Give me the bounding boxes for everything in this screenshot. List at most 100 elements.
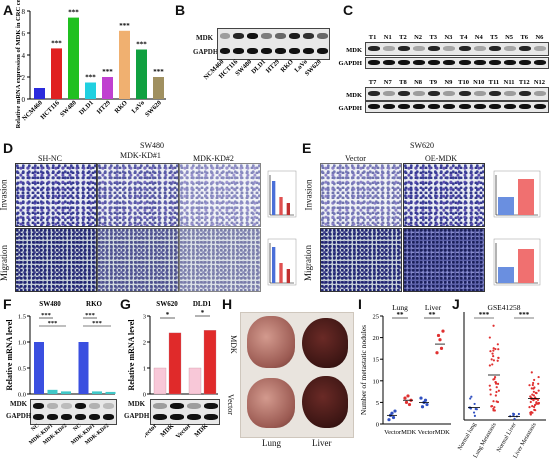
panel-e-row-invasion: Invasion (303, 179, 314, 211)
blot-g-row-mdk: MDK (128, 400, 146, 408)
blot-band (302, 33, 314, 39)
point-j (469, 397, 472, 400)
sig-f: *** (41, 312, 51, 319)
blot-band (186, 403, 201, 409)
point-j (537, 375, 540, 379)
point-j (532, 390, 535, 393)
panel-f-bar-chart: 0.0 0.5 1.0 1.5 Relative mRNA level SW480 RKO *… (5, 300, 116, 399)
point-j (490, 358, 493, 361)
point-j (493, 376, 497, 379)
mini-bar (279, 263, 283, 283)
panel-i-scatter-chart: 0 5 10 15 20 25 Number of metastatic nodules Lu… (359, 303, 451, 436)
blot-band (382, 60, 395, 65)
bar-g (168, 332, 182, 395)
panel-h-row-vector: Vector (225, 394, 235, 415)
panel-i-group-lung: Lung (392, 303, 408, 312)
blot-band (534, 60, 547, 65)
micrograph-e-invasion-oe (403, 163, 485, 227)
point-j (532, 394, 536, 397)
point-j (532, 405, 536, 409)
blot-band (473, 104, 486, 109)
point-j (470, 395, 473, 398)
point-i (390, 411, 394, 415)
point-j (534, 409, 537, 412)
blot-band (46, 403, 58, 409)
point-j (531, 405, 534, 408)
panel-b-label: B (175, 2, 186, 18)
axis-a-tick-label: 8 (22, 8, 26, 16)
point-j (531, 411, 534, 414)
axis-f-tick-label: 0.5 (18, 366, 26, 373)
blot-c-labels: T1 N1 T2 N2 T3 N3 T4 N4 T5 N5 T6 N6 T7 N7 T8 N8 T9 N9 T10 N… (339, 34, 546, 110)
panel-j-label: J (452, 296, 460, 312)
point-j (496, 359, 499, 362)
panel-d-row-migration: Migration (0, 245, 9, 281)
point-j (532, 398, 535, 401)
blot-c-top-lane: N4 (475, 34, 484, 41)
blot-band (275, 48, 286, 54)
point-j (473, 414, 476, 417)
blot-band (519, 60, 532, 65)
blot-band (413, 91, 426, 96)
panel-e-col-oe: OE-MDK (425, 154, 457, 163)
blot-band (413, 46, 426, 51)
point-j (492, 378, 495, 381)
blot-b-lane-label: DLD1 (250, 58, 267, 75)
point-i (436, 333, 441, 338)
point-j (533, 404, 537, 407)
point-i (438, 338, 442, 342)
blot-band (458, 60, 471, 65)
blot-c-top-lane: N1 (384, 34, 392, 41)
blot-b-row-gapdh: GAPDH (193, 48, 219, 56)
blot-band (186, 414, 201, 420)
sig-f: *** (85, 312, 95, 319)
sig-a: *** (68, 9, 79, 17)
blot-band (413, 104, 426, 109)
blot-band (519, 91, 532, 96)
blot-c-bottom-lane: N11 (504, 79, 515, 86)
blot-band (46, 414, 58, 420)
blot-band (443, 104, 456, 109)
blot-band (382, 91, 395, 96)
blot-band (519, 104, 532, 109)
panel-d-label: D (3, 140, 14, 156)
axis-g-tick-label: 3 (143, 314, 146, 321)
axis-g-tick-label: 2 (143, 340, 146, 347)
blot-band (397, 91, 410, 96)
point-i (425, 402, 429, 407)
point-j (536, 398, 540, 402)
point-j (530, 387, 533, 390)
point-j (529, 412, 532, 415)
micrograph-d-invasion-shnc (15, 163, 97, 227)
sig-f: *** (92, 320, 102, 327)
bar-f (47, 389, 58, 394)
point-j (491, 363, 494, 366)
bar-f (34, 342, 44, 394)
blot-band (203, 414, 218, 420)
bar-a-dld1 (85, 82, 96, 99)
point-j (492, 349, 495, 352)
tick-label-a: HCT116 (39, 99, 61, 121)
blot-c-bottom-lane: T7 (369, 79, 377, 86)
blot-band (504, 91, 517, 96)
blot-c-bottom-lane: N12 (534, 79, 545, 86)
blot-c-bottom-mdk (365, 87, 549, 101)
blot-g-lane-label: Vector (145, 422, 158, 440)
point-j (497, 389, 500, 392)
axis-f-tick-label: 1.5 (18, 314, 26, 321)
blot-band (488, 46, 501, 51)
point-j (537, 402, 540, 405)
point-j (535, 402, 538, 405)
panel-e-label: E (302, 140, 312, 156)
blot-band (428, 91, 441, 96)
panel-e-group-title: SW620 (410, 141, 434, 150)
micrograph-e-invasion-vector (320, 163, 402, 227)
blot-band (458, 91, 471, 96)
point-j (535, 391, 538, 395)
blot-f-row-mdk: MDK (10, 400, 28, 408)
blot-band (89, 403, 101, 409)
blot-band (316, 33, 328, 39)
